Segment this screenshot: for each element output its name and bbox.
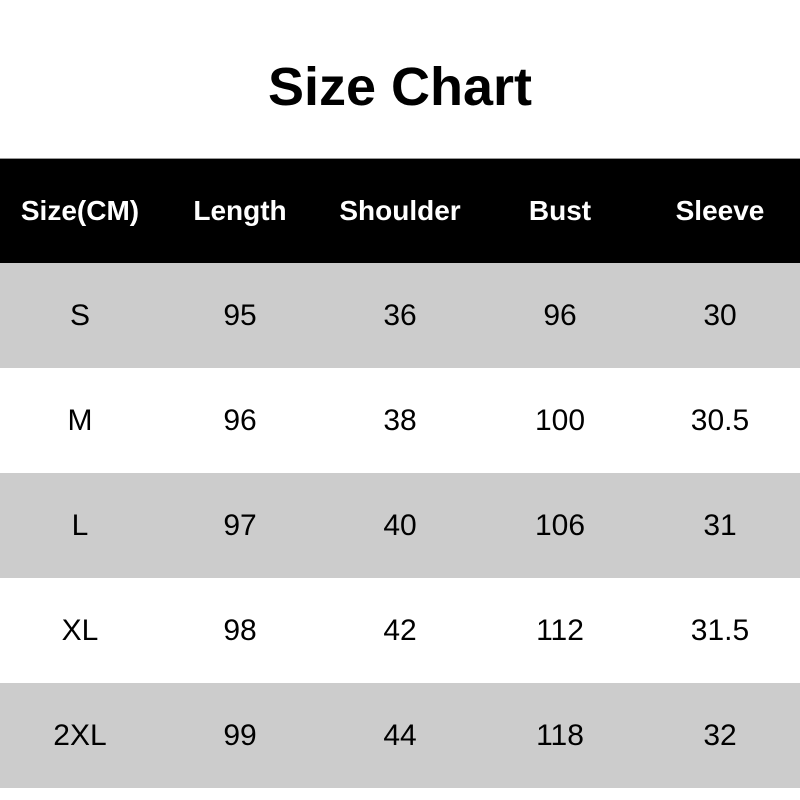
cell-length: 97 bbox=[223, 508, 257, 542]
cell-bust: 100 bbox=[534, 403, 586, 437]
table-row: S 95 36 96 30 bbox=[0, 263, 800, 368]
cell-size: XL bbox=[61, 613, 99, 647]
cell-shoulder: 40 bbox=[383, 508, 417, 542]
header-shoulder: Shoulder bbox=[339, 195, 461, 226]
header-length: Length bbox=[193, 195, 287, 226]
cell-sleeve: 31 bbox=[703, 508, 737, 542]
cell-shoulder: 36 bbox=[383, 298, 417, 332]
cell-bust: 106 bbox=[534, 508, 586, 542]
table-row: XL 98 42 112 31.5 bbox=[0, 578, 800, 683]
cell-length: 98 bbox=[223, 613, 257, 647]
cell-size: M bbox=[67, 403, 93, 437]
cell-bust: 112 bbox=[536, 613, 584, 647]
cell-shoulder: 38 bbox=[383, 403, 417, 437]
table-row: M 96 38 100 30.5 bbox=[0, 368, 800, 473]
cell-size: L bbox=[71, 508, 89, 542]
cell-length: 95 bbox=[223, 298, 257, 332]
size-table: Size(CM) Length Shoulder Bust Sleeve S 95… bbox=[0, 158, 800, 788]
cell-size: 2XL bbox=[53, 718, 107, 752]
cell-shoulder: 42 bbox=[383, 613, 417, 647]
header-sleeve: Sleeve bbox=[675, 195, 765, 226]
cell-length: 99 bbox=[223, 718, 257, 752]
header-bust: Bust bbox=[528, 195, 592, 226]
table-row: 2XL 99 44 118 32 bbox=[0, 683, 800, 788]
cell-shoulder: 44 bbox=[383, 718, 417, 752]
cell-sleeve: 31.5 bbox=[690, 613, 750, 647]
cell-bust: 118 bbox=[536, 718, 584, 752]
header-size: Size(CM) bbox=[20, 195, 140, 226]
table-header: Size(CM) Length Shoulder Bust Sleeve bbox=[0, 158, 800, 263]
cell-length: 96 bbox=[223, 403, 257, 437]
cell-sleeve: 30 bbox=[703, 298, 737, 332]
cell-sleeve: 30.5 bbox=[690, 403, 750, 437]
cell-sleeve: 32 bbox=[703, 718, 737, 752]
cell-size: S bbox=[69, 298, 90, 332]
table-row: L 97 40 106 31 bbox=[0, 473, 800, 578]
cell-bust: 96 bbox=[543, 298, 577, 332]
page-title: Size Chart bbox=[267, 57, 533, 117]
